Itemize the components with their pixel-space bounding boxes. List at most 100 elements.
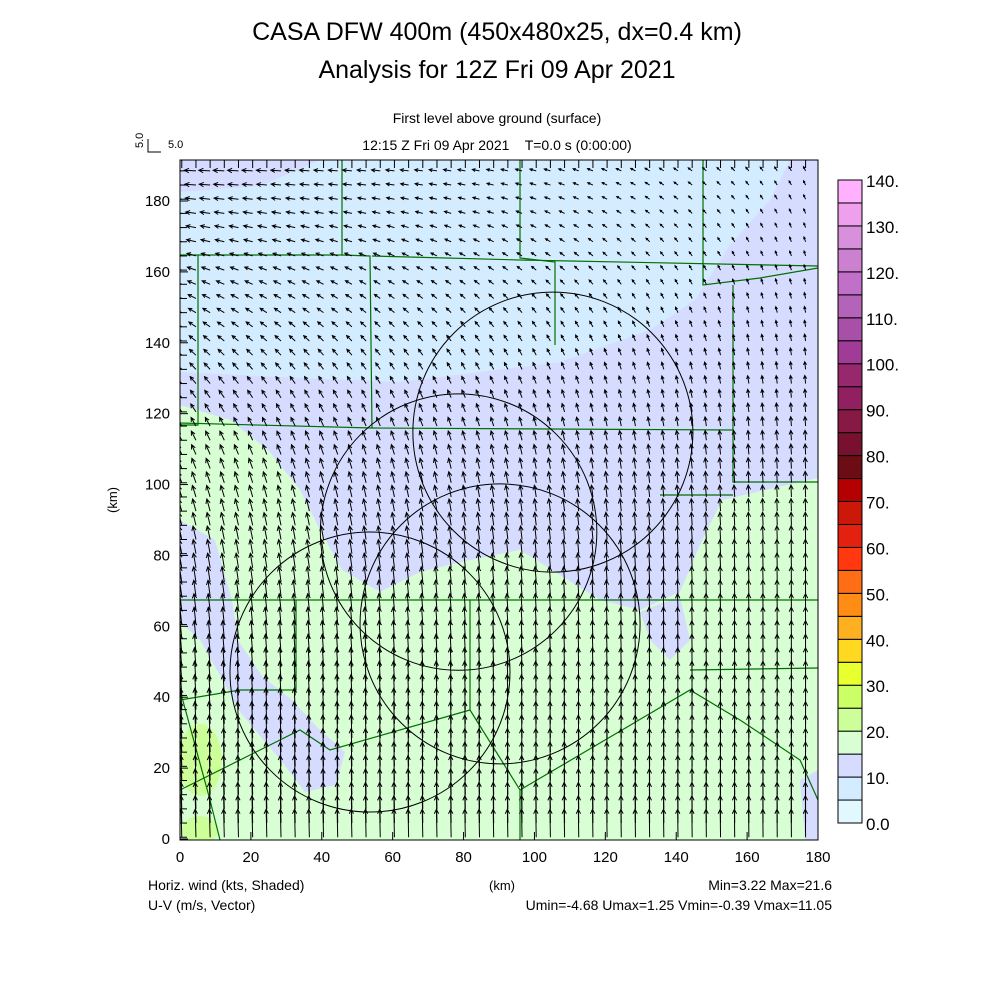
wind-vector xyxy=(560,443,566,455)
wind-vector xyxy=(271,238,282,243)
wind-vector xyxy=(532,619,539,639)
wind-vector xyxy=(219,511,225,526)
wind-vector xyxy=(660,347,665,356)
wind-vector xyxy=(305,552,311,568)
wind-vector xyxy=(746,401,751,412)
wind-vector xyxy=(262,592,269,611)
wind-vector xyxy=(774,305,778,313)
wind-vector xyxy=(603,538,609,554)
wind-vector xyxy=(803,207,807,214)
wind-vector xyxy=(443,196,452,200)
wind-vector xyxy=(803,360,807,370)
wind-vector xyxy=(391,673,397,696)
wind-vector xyxy=(334,660,340,682)
wind-vector xyxy=(632,347,636,356)
wind-vector xyxy=(731,456,737,469)
wind-vector xyxy=(460,348,466,356)
wind-vector xyxy=(180,727,184,753)
wind-vector xyxy=(645,278,651,285)
wind-vector xyxy=(375,470,382,483)
wind-vector xyxy=(632,538,638,554)
wind-vector xyxy=(376,579,382,597)
wind-vector xyxy=(632,402,637,413)
wind-vector xyxy=(674,278,679,285)
wind-vector xyxy=(428,210,438,214)
wind-vector xyxy=(419,633,425,653)
wind-vector xyxy=(802,415,808,427)
wind-vector xyxy=(504,497,510,512)
wind-vector xyxy=(533,633,539,653)
wind-vector xyxy=(375,389,381,398)
wind-vector xyxy=(243,266,253,271)
colorbar-bin xyxy=(837,202,863,227)
wind-vector xyxy=(316,307,324,314)
wind-vector xyxy=(256,224,267,229)
wind-vector xyxy=(333,430,339,441)
wind-vector xyxy=(274,334,282,342)
wind-vector xyxy=(589,619,596,639)
wind-vector xyxy=(290,430,296,441)
wind-vector xyxy=(417,334,424,342)
wind-vector xyxy=(788,305,793,313)
wind-vector xyxy=(276,525,282,540)
wind-vector xyxy=(547,606,553,625)
wind-vector xyxy=(447,402,452,413)
wind-vector xyxy=(646,511,652,526)
wind-vector xyxy=(518,565,524,583)
colorbar-bin xyxy=(837,248,863,273)
wind-vector xyxy=(301,266,310,271)
colorbar-label: 20. xyxy=(866,723,890,742)
wind-vector xyxy=(185,224,197,229)
wind-vector xyxy=(361,484,367,498)
wind-vector xyxy=(802,483,808,497)
wind-vector xyxy=(474,320,480,328)
wind-vector xyxy=(361,470,367,483)
wind-vector xyxy=(418,457,424,469)
x-tick-label: 60 xyxy=(384,849,401,866)
wind-vector xyxy=(532,565,539,583)
wind-vector xyxy=(603,484,609,498)
wind-vector xyxy=(503,320,509,328)
wind-vector xyxy=(319,430,325,441)
wind-vector xyxy=(717,347,722,356)
wind-vector xyxy=(461,565,467,583)
wind-vector xyxy=(560,470,567,483)
wind-vector xyxy=(305,687,312,710)
wind-vector xyxy=(701,166,707,172)
wind-vector xyxy=(347,389,353,398)
wind-vector xyxy=(618,565,624,583)
wind-vector xyxy=(244,294,253,299)
wind-vector xyxy=(220,700,227,724)
wind-vector xyxy=(760,333,764,342)
wind-vector xyxy=(561,524,567,540)
wind-vector xyxy=(575,497,581,512)
wind-vector xyxy=(532,592,539,611)
wind-vector xyxy=(285,238,296,243)
wind-vector xyxy=(632,592,638,611)
wind-vector xyxy=(418,497,424,512)
wind-vector xyxy=(745,415,751,427)
wind-vector xyxy=(341,182,352,187)
wind-vector xyxy=(731,319,736,327)
wind-vector xyxy=(688,443,694,455)
wind-vector xyxy=(375,361,381,370)
wind-vector xyxy=(460,334,466,342)
wind-vector xyxy=(298,182,310,187)
wind-vector xyxy=(746,305,750,313)
wind-vector xyxy=(717,333,722,342)
wind-vector xyxy=(191,457,197,469)
wind-vector xyxy=(490,619,496,639)
wind-vector xyxy=(575,551,581,568)
wind-vector xyxy=(575,443,580,455)
wind-vector xyxy=(334,687,340,710)
wind-vector xyxy=(359,307,367,314)
wind-vector xyxy=(404,524,410,540)
wind-vector xyxy=(302,321,310,328)
wind-vector xyxy=(443,238,452,243)
wind-vector xyxy=(314,238,324,243)
wind-vector xyxy=(461,484,467,498)
wind-vector xyxy=(617,278,622,285)
colorbar-label: 0.0 xyxy=(866,815,890,834)
wind-vector xyxy=(587,237,594,243)
wind-vector xyxy=(504,511,510,526)
